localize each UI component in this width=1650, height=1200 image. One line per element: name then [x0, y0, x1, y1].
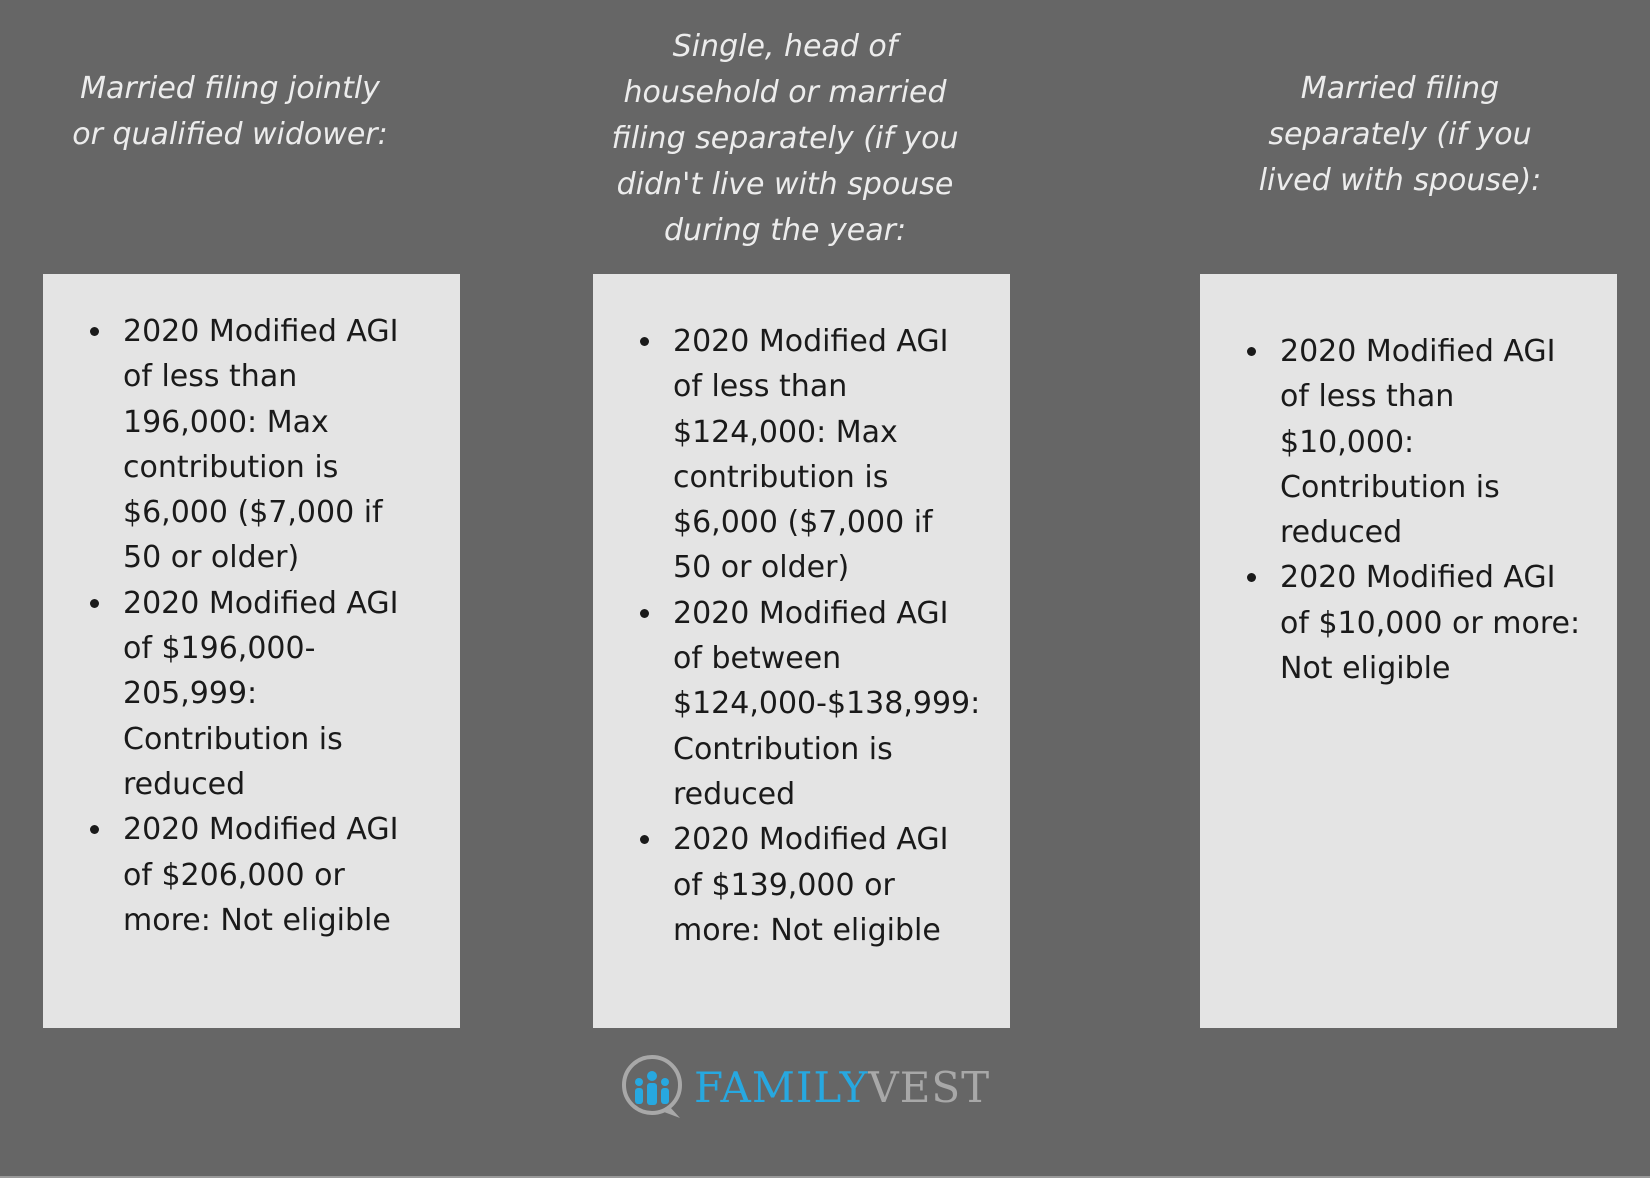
column-2-heading: Single, head of household or married fil… [611, 29, 959, 248]
logo-text-family: FAMILY [694, 1062, 869, 1112]
column-2-box: 2020 Modified AGI of less than $124,000:… [593, 274, 1010, 1028]
list-item: 2020 Modified AGI of $196,000-205,999: C… [115, 581, 420, 807]
familyvest-logo: FAMILYVEST [620, 1052, 990, 1122]
list-item: 2020 Modified AGI of less than 196,000: … [115, 309, 420, 581]
column-3-box: 2020 Modified AGI of less than $10,000: … [1200, 274, 1617, 1028]
logo-text-vest: VEST [868, 1062, 991, 1112]
column-1-heading: Married filing jointly or qualified wido… [72, 71, 388, 152]
column-3-heading: Married filing separately (if you lived … [1258, 71, 1542, 198]
list-item: 2020 Modified AGI of $206,000 or more: N… [115, 807, 420, 943]
list-item: 2020 Modified AGI of less than $124,000:… [665, 319, 970, 591]
list-item: 2020 Modified AGI of $139,000 or more: N… [665, 817, 970, 953]
family-people-icon [622, 1055, 682, 1118]
list-item: 2020 Modified AGI of less than $10,000: … [1272, 329, 1587, 555]
list-item: 2020 Modified AGI of between $124,000-$1… [665, 591, 980, 817]
list-item: 2020 Modified AGI of $10,000 or more: No… [1272, 555, 1587, 691]
column-1-box: 2020 Modified AGI of less than 196,000: … [43, 274, 460, 1028]
